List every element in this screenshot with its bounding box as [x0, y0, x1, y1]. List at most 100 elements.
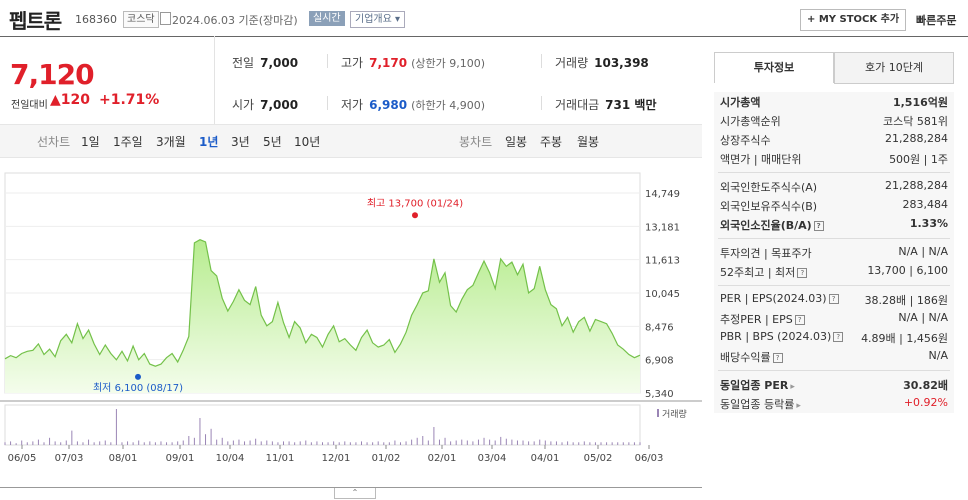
x-tick-label: 10/04: [216, 453, 245, 464]
quick-order-link[interactable]: 빠른주문: [916, 14, 957, 27]
help-icon[interactable]: ?: [833, 332, 844, 342]
info-value: 4.89배 | 1,456원: [861, 332, 948, 345]
x-tick-label: 11/01: [266, 453, 295, 464]
info-value: 283,484: [902, 198, 949, 211]
info-row: PBR | BPS (2024.03)? 4.89배 | 1,456원: [714, 328, 954, 347]
info-row: 외국인보유주식수(B) 283,484: [714, 196, 954, 215]
x-tick-label: 07/03: [55, 453, 84, 464]
info-value: N/A | N/A: [898, 311, 948, 324]
info-value: 1.33%: [909, 217, 948, 230]
tab-orderbook[interactable]: 호가 10단계: [834, 52, 954, 84]
info-row: PER | EPS(2024.03)? 38.28배 | 186원: [714, 290, 954, 309]
info-row: 투자의견 | 목표주가 N/A | N/A: [714, 243, 954, 262]
info-value: 21,288,284: [885, 132, 948, 145]
divider: [718, 285, 950, 286]
info-value: 500원 | 1주: [889, 153, 948, 166]
info-value: N/A | N/A: [898, 245, 948, 258]
info-label: 액면가 | 매매단위: [720, 153, 802, 166]
tab-3y[interactable]: 3년: [231, 135, 250, 149]
info-label: 투자의견 | 목표주가: [720, 247, 812, 260]
divider: [718, 172, 950, 173]
stock-name: 펩트론: [9, 9, 62, 33]
price-summary: 7,120 전일대비 ▲120 +1.71%: [0, 36, 214, 124]
tab-1d[interactable]: 1일: [81, 135, 100, 149]
y-tick-label: 14,749: [645, 189, 680, 200]
arrow-right-icon[interactable]: ▸: [790, 382, 795, 392]
chart-tabs: 선차트 1일 1주일 3개월 1년 3년 5년 10년 봉차트 일봉 주봉 월봉: [0, 124, 702, 158]
x-tick-label: 06/05: [8, 453, 37, 464]
arrow-right-icon[interactable]: ▸: [796, 401, 801, 411]
info-row: 동일업종 PER ▸ 30.82배: [714, 375, 954, 394]
info-label: 시가총액: [720, 96, 761, 109]
info-row: 액면가 | 매매단위 500원 | 1주: [714, 149, 954, 168]
info-label: 시가총액순위: [720, 115, 781, 128]
info-label: 배당수익률?: [720, 349, 783, 365]
info-row: 추정PER | EPS? N/A | N/A: [714, 309, 954, 328]
x-tick-label: 12/01: [322, 453, 351, 464]
tab-3m[interactable]: 3개월: [156, 135, 186, 149]
divider: [541, 96, 542, 110]
info-row: 시가총액 1,516억원: [714, 92, 954, 111]
x-tick-label: 01/02: [372, 453, 401, 464]
max-marker: [412, 212, 418, 219]
tab-1w[interactable]: 1주일: [113, 135, 143, 149]
stock-header: 펩트론 168360 코스닥 2024.06.03 기준(장마감) 실시간 기업…: [0, 0, 968, 37]
tab-10y[interactable]: 10년: [294, 135, 321, 149]
realtime-button[interactable]: 실시간: [309, 11, 345, 26]
y-tick-label: 5,340: [645, 389, 674, 400]
volume-legend: 거래량: [662, 408, 687, 420]
expand-chart-button[interactable]: ⌃: [334, 488, 376, 499]
divider: [0, 487, 702, 488]
info-row: 상장주식수 21,288,284: [714, 130, 954, 149]
info-value: N/A: [928, 349, 948, 362]
company-overview-dropdown[interactable]: 기업개요 ▾: [350, 11, 405, 28]
info-label: 52주최고 | 최저?: [720, 264, 808, 280]
candle-chart-label: 봉차트: [459, 135, 493, 149]
stock-code: 168360: [75, 13, 117, 26]
tab-monthly[interactable]: 월봉: [577, 135, 600, 149]
tab-weekly[interactable]: 주봉: [540, 135, 563, 149]
min-marker: [135, 373, 141, 380]
help-icon[interactable]: ?: [794, 315, 805, 325]
help-icon[interactable]: ?: [797, 268, 808, 278]
volume-frame: [4, 404, 641, 446]
info-value: 코스닥 581위: [883, 115, 948, 128]
info-label: PER | EPS(2024.03)?: [720, 292, 839, 305]
y-tick-label: 8,476: [645, 322, 674, 333]
price-chart: 14,749 13,181 11,613 10,045 8,476 6,908 5,340 최…: [0, 172, 702, 464]
info-value: 21,288,284: [885, 179, 948, 192]
tab-5y[interactable]: 5년: [263, 135, 282, 149]
y-tick-label: 6,908: [645, 356, 674, 367]
volume-legend-swatch: [657, 409, 659, 417]
info-value: 30.82배: [903, 379, 948, 392]
max-label: 최고 13,700 (01/24): [367, 197, 463, 209]
info-value: 38.28배 | 186원: [864, 294, 948, 307]
tab-invest-info[interactable]: 투자정보: [714, 52, 834, 83]
quote-grid: 전일 7,000 시가 7,000 고가 7,170 (상한가 9,100) 저가 6,9…: [214, 36, 703, 124]
market-badge: 코스닥: [123, 11, 159, 28]
info-row: 배당수익률? N/A: [714, 347, 954, 366]
trade-amount: 거래대금 731 백만: [555, 98, 657, 112]
info-label: 외국인한도주식수(A): [720, 181, 818, 194]
info-label: 동일업종 등락률 ▸: [720, 398, 801, 411]
x-tick-label: 05/02: [584, 453, 613, 464]
info-label: 상장주식수: [720, 134, 771, 147]
info-label: 추정PER | EPS?: [720, 311, 805, 327]
tab-daily[interactable]: 일봉: [505, 135, 528, 149]
info-row: 52주최고 | 최저? 13,700 | 6,100: [714, 262, 954, 281]
prev-close: 전일 7,000: [232, 56, 299, 70]
open-price: 시가 7,000: [232, 98, 299, 112]
base-date: 2024.06.03 기준(장마감): [172, 14, 298, 27]
x-tick-label: 09/01: [166, 453, 195, 464]
add-my-stock-button[interactable]: + MY STOCK 추가: [800, 9, 907, 31]
info-label: 외국인소진율(B/A)?: [720, 217, 824, 233]
help-icon[interactable]: ?: [813, 221, 824, 231]
info-label: 동일업종 PER ▸: [720, 379, 795, 392]
price-line: [4, 239, 641, 367]
help-icon[interactable]: ?: [828, 294, 839, 304]
y-tick-label: 11,613: [645, 256, 680, 267]
info-value: +0.92%: [903, 396, 948, 409]
tab-1y[interactable]: 1년: [199, 135, 219, 149]
help-icon[interactable]: ?: [772, 353, 783, 363]
